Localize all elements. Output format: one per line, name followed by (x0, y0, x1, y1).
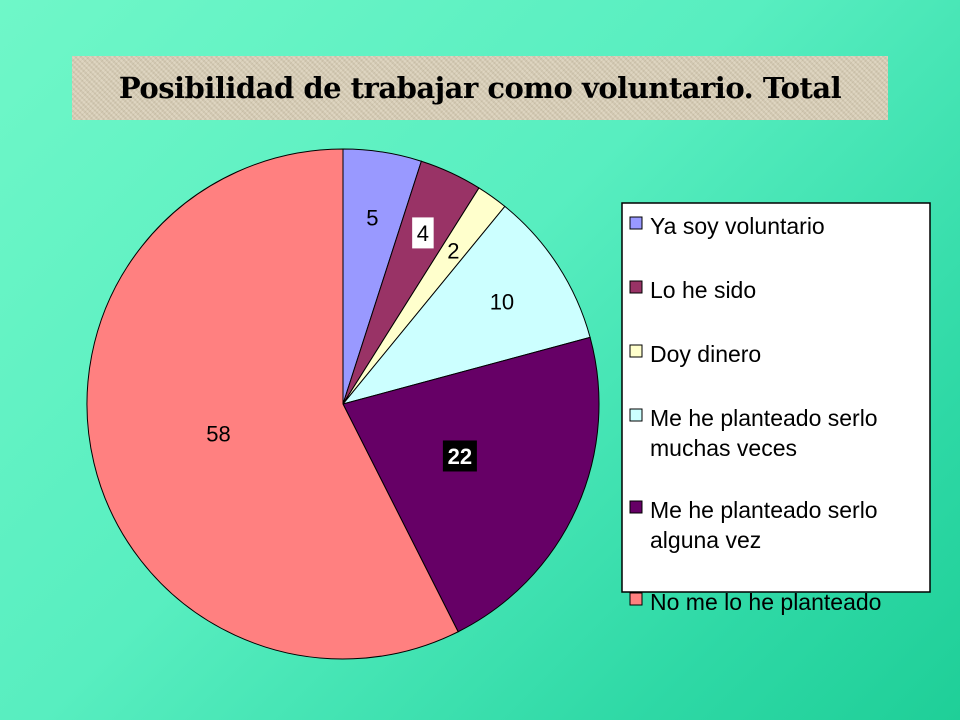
pie-slices (86, 148, 600, 660)
data-label-box-lo-he-sido (412, 217, 434, 249)
chart-title: Posibilidad de trabajar como voluntario.… (118, 71, 842, 105)
data-label-ya-soy-voluntario: 5 (366, 206, 378, 231)
data-labels: 5 42 10 22 58 (206, 206, 514, 472)
legend-swatch-ya-soy-voluntario (629, 216, 643, 230)
data-label-me-he-planteado-serlo-muchas-veces: 10 (490, 289, 514, 314)
legend-label-no-me-lo-he-planteado: No me lo he planteado (650, 589, 881, 615)
pie-slice-me-he-planteado-serlo-alguna-vez (342, 336, 600, 633)
legend-label-me-he-planteado-serlo-alguna-vez: Me he planteado serlo alguna vez (650, 497, 878, 553)
data-label-lo-he-sido: 4 (417, 221, 429, 246)
pie-slice-no-me-lo-he-planteado (86, 148, 459, 660)
legend-swatch-me-he-planteado-serlo-alguna-vez (629, 500, 643, 514)
data-label-doy-dinero: 2 (447, 239, 459, 264)
data-label-box-me-he-planteado-serlo-alguna-vez (442, 440, 477, 472)
legend-swatch-no-me-lo-he-planteado (629, 592, 643, 606)
data-label-no-me-lo-he-planteado: 58 (206, 421, 230, 446)
legend-label-me-he-planteado-serlo-muchas-veces: Me he planteado serlo muchas veces (650, 405, 878, 461)
legend-swatch-lo-he-sido (629, 280, 643, 294)
legend-label-lo-he-sido: Lo he sido (650, 277, 756, 303)
data-label-me-he-planteado-serlo-alguna-vez: 22 (448, 444, 472, 469)
pie-slice-me-he-planteado-serlo-muchas-veces (341, 205, 591, 405)
legend-label-doy-dinero: Doy dinero (650, 341, 761, 367)
legend-swatch-doy-dinero (629, 344, 643, 358)
legend-box (621, 202, 931, 593)
title-banner: Posibilidad de trabajar como voluntario.… (72, 56, 888, 120)
legend-swatch-me-he-planteado-serlo-muchas-veces (629, 408, 643, 422)
legend-label-ya-soy-voluntario: Ya soy voluntario (650, 213, 825, 239)
legend: Ya soy voluntario Lo he sido Doy dinero Me … (621, 202, 931, 615)
